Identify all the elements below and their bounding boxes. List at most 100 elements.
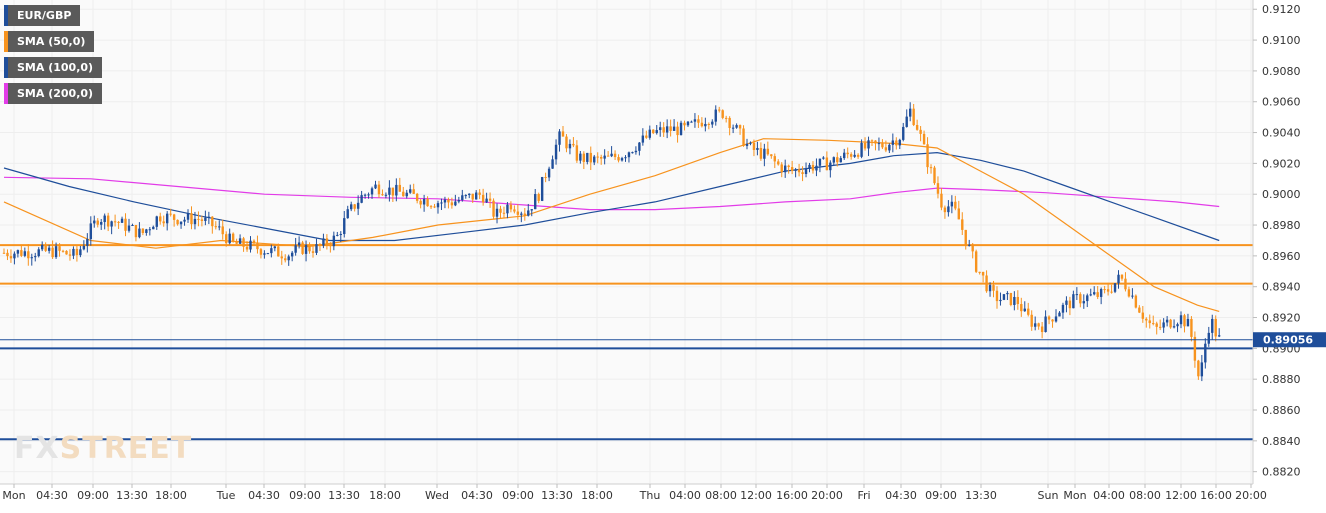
candle-up <box>152 226 155 230</box>
candle-up <box>13 253 16 259</box>
candle-down <box>6 252 9 257</box>
legend-item-symbol[interactable]: EUR/GBP <box>4 5 81 26</box>
candle-up <box>530 209 533 211</box>
candle-down <box>141 228 145 233</box>
candle-up <box>370 188 374 195</box>
candle-up <box>1172 326 1176 328</box>
candle-down <box>1051 319 1054 322</box>
candle-up <box>388 187 391 195</box>
legend-item-sma50[interactable]: SMA (50,0) <box>4 31 95 52</box>
legend-item-sma200[interactable]: SMA (200,0) <box>4 83 103 104</box>
candle-up <box>794 169 797 171</box>
candle-down <box>676 126 679 136</box>
candle-down <box>1141 312 1145 319</box>
x-tick-label: 13:30 <box>328 489 360 502</box>
candle-down <box>284 258 287 261</box>
candle-down <box>523 213 526 216</box>
candle-up <box>47 247 51 251</box>
x-tick-label: Thu <box>639 489 661 502</box>
candle-down <box>919 129 922 134</box>
candle-down <box>870 140 874 142</box>
candle-down <box>929 167 933 169</box>
current-price-label: 0.89056 <box>1253 332 1326 348</box>
candle-up <box>843 152 846 159</box>
candle-up <box>1013 296 1016 305</box>
candle-up <box>363 194 367 196</box>
candle-down <box>256 242 259 250</box>
candle-up <box>322 238 325 246</box>
candle-up <box>1117 274 1120 284</box>
candle-down <box>27 251 30 259</box>
current-price-tag <box>1253 332 1326 348</box>
candle-up <box>520 213 523 215</box>
watermark-part2: STREET <box>59 431 193 466</box>
candle-down <box>846 152 849 155</box>
candle-down <box>669 126 672 131</box>
legend-swatch <box>4 83 8 104</box>
candle-up <box>898 139 901 146</box>
x-tick-label: 16:00 <box>1200 489 1232 502</box>
candle-up <box>89 223 92 240</box>
candle-up <box>1162 322 1165 328</box>
candle-up <box>1082 301 1085 304</box>
x-tick-label: 16:00 <box>776 489 808 502</box>
y-tick-label: 0.9100 <box>1262 34 1301 47</box>
candle-down <box>190 213 193 225</box>
candle-up <box>273 246 277 249</box>
candle-up <box>474 192 478 200</box>
candle-up <box>138 228 141 238</box>
candle-up <box>266 253 270 255</box>
x-tick-label: Fri <box>857 489 870 502</box>
candle-down <box>124 218 127 231</box>
candle-down <box>575 145 579 161</box>
candle-up <box>294 245 297 253</box>
candle-up <box>756 147 759 150</box>
candle-up <box>1179 315 1183 325</box>
candle-up <box>145 229 148 233</box>
candle-down <box>402 191 405 197</box>
candle-up <box>1131 295 1134 297</box>
candle-down <box>329 245 332 247</box>
candle-down <box>419 200 422 205</box>
candle-down <box>954 201 957 209</box>
legend-swatch <box>4 5 8 26</box>
candle-up <box>1023 308 1026 312</box>
candle-down <box>159 216 162 222</box>
candle-down <box>1030 314 1033 327</box>
candle-up <box>554 144 558 160</box>
candle-up <box>679 122 683 136</box>
candle-down <box>488 198 492 201</box>
candle-down <box>117 221 120 223</box>
y-tick-label: 0.9000 <box>1262 188 1301 201</box>
candle-up <box>315 244 318 253</box>
candle-up <box>464 195 467 197</box>
candle-down <box>1040 326 1044 333</box>
x-tick-label: 09:00 <box>77 489 109 502</box>
candle-down <box>863 142 867 149</box>
candle-up <box>1065 300 1068 305</box>
candle-up <box>988 285 992 292</box>
candle-down <box>398 184 402 192</box>
candle-up <box>350 204 353 210</box>
candle-down <box>245 246 249 250</box>
candle-down <box>738 125 742 129</box>
candle-up <box>634 150 638 153</box>
candle-up <box>749 142 752 144</box>
candle-down <box>742 128 745 146</box>
candle-down <box>1197 360 1200 377</box>
candle-up <box>40 244 44 250</box>
candle-up <box>218 226 221 228</box>
candle-down <box>44 244 47 251</box>
legend-swatch <box>4 57 8 78</box>
candle-down <box>308 245 311 252</box>
legend-item-sma100[interactable]: SMA (100,0) <box>4 57 103 78</box>
candle-down <box>683 122 686 126</box>
candle-down <box>516 211 520 215</box>
x-tick-label: 12:00 <box>1165 489 1197 502</box>
candle-down <box>492 200 495 217</box>
candle-down <box>325 238 329 246</box>
candle-down <box>922 133 926 145</box>
candle-up <box>461 195 464 201</box>
